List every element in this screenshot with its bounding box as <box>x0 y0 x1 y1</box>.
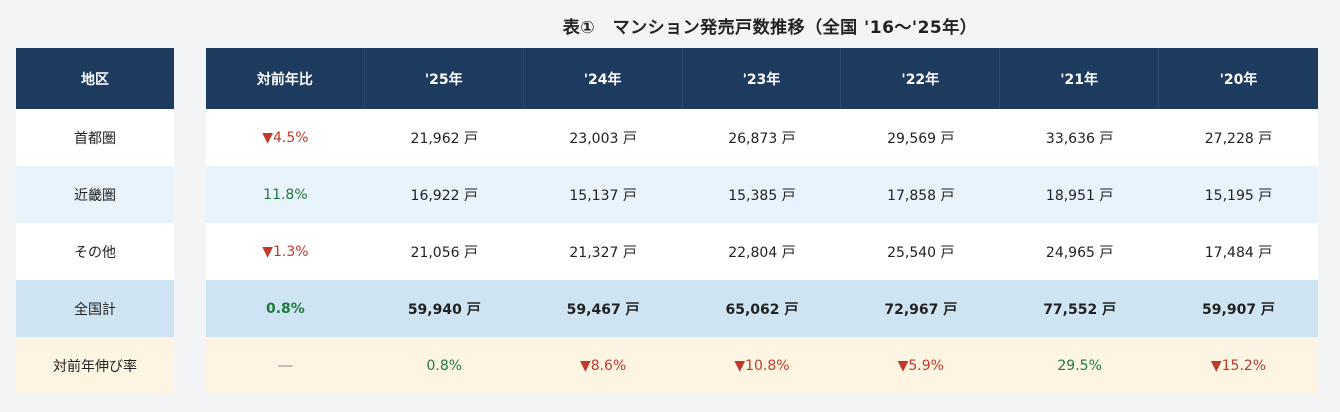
value-cell: 59,940 戸 <box>364 280 524 337</box>
table-row-total: 全国計 <box>16 280 174 337</box>
value-cell: 59,467 戸 <box>523 280 683 337</box>
value-cell: 17,858 戸 <box>841 166 1001 223</box>
growth-label: 対前年伸び率 <box>16 337 174 394</box>
table-row-growth: 対前年伸び率 <box>16 337 174 394</box>
value-cell: 15,195 戸 <box>1159 166 1318 223</box>
value-cell: 24,965 戸 <box>1000 223 1160 280</box>
yoy-cell: 0.8% <box>206 280 365 337</box>
region-label: 近畿圏 <box>16 166 174 223</box>
value-cell: 77,552 戸 <box>1000 280 1160 337</box>
region-label: その他 <box>16 223 174 280</box>
yoy-cell: ― <box>206 337 365 394</box>
growth-cell: ▼5.9% <box>841 337 1001 394</box>
yoy-cell: ▼1.3% <box>206 223 365 280</box>
growth-cell: ▼8.6% <box>523 337 683 394</box>
header-region: 地区 <box>16 48 174 109</box>
value-cell: 72,967 戸 <box>841 280 1001 337</box>
value-cell: 21,056 戸 <box>364 223 524 280</box>
table-row-total: 0.8% 59,940 戸 59,467 戸 65,062 戸 72,967 戸… <box>206 280 1318 337</box>
table-row: 首都圏 <box>16 109 174 166</box>
value-cell: 22,804 戸 <box>682 223 842 280</box>
header-row: 地区 <box>16 48 174 109</box>
header-year: '24年 <box>523 48 683 109</box>
yoy-cell: 11.8% <box>206 166 365 223</box>
value-cell: 29,569 戸 <box>841 109 1001 166</box>
region-column: 地区 首都圏 近畿圏 その他 全国計 対前年伸び率 <box>16 48 174 394</box>
header-year: '25年 <box>364 48 524 109</box>
value-cell: 18,951 戸 <box>1000 166 1160 223</box>
value-cell: 21,327 戸 <box>523 223 683 280</box>
header-year: '21年 <box>1000 48 1160 109</box>
header-row: 対前年比 '25年 '24年 '23年 '22年 '21年 '20年 <box>206 48 1318 109</box>
values-table: 対前年比 '25年 '24年 '23年 '22年 '21年 '20年 ▼4.5%… <box>206 48 1318 394</box>
header-year: '22年 <box>841 48 1001 109</box>
value-cell: 59,907 戸 <box>1159 280 1318 337</box>
growth-cell: ▼15.2% <box>1159 337 1318 394</box>
growth-cell: 0.8% <box>364 337 524 394</box>
value-cell: 26,873 戸 <box>682 109 842 166</box>
value-cell: 65,062 戸 <box>682 280 842 337</box>
value-cell: 17,484 戸 <box>1159 223 1318 280</box>
value-cell: 21,962 戸 <box>364 109 524 166</box>
value-cell: 23,003 戸 <box>523 109 683 166</box>
growth-cell: ▼10.8% <box>682 337 842 394</box>
value-cell: 15,137 戸 <box>523 166 683 223</box>
growth-cell: 29.5% <box>1000 337 1160 394</box>
table-row: 近畿圏 <box>16 166 174 223</box>
value-cell: 27,228 戸 <box>1159 109 1318 166</box>
table-title: 表① マンション発売戸数推移（全国 '16～'25年） <box>562 18 978 38</box>
region-label: 首都圏 <box>16 109 174 166</box>
table-row-growth: ― 0.8% ▼8.6% ▼10.8% ▼5.9% 29.5% ▼15.2% <box>206 337 1318 394</box>
table-row: 11.8% 16,922 戸 15,137 戸 15,385 戸 17,858 … <box>206 166 1318 223</box>
header-yoy: 対前年比 <box>206 48 365 109</box>
table-row: ▼1.3% 21,056 戸 21,327 戸 22,804 戸 25,540 … <box>206 223 1318 280</box>
table-row: ▼4.5% 21,962 戸 23,003 戸 26,873 戸 29,569 … <box>206 109 1318 166</box>
value-cell: 33,636 戸 <box>1000 109 1160 166</box>
region-label: 全国計 <box>16 280 174 337</box>
yoy-cell: ▼4.5% <box>206 109 365 166</box>
value-cell: 25,540 戸 <box>841 223 1001 280</box>
header-year: '23年 <box>682 48 842 109</box>
value-cell: 15,385 戸 <box>682 166 842 223</box>
value-cell: 16,922 戸 <box>364 166 524 223</box>
table-row: その他 <box>16 223 174 280</box>
header-year: '20年 <box>1159 48 1318 109</box>
